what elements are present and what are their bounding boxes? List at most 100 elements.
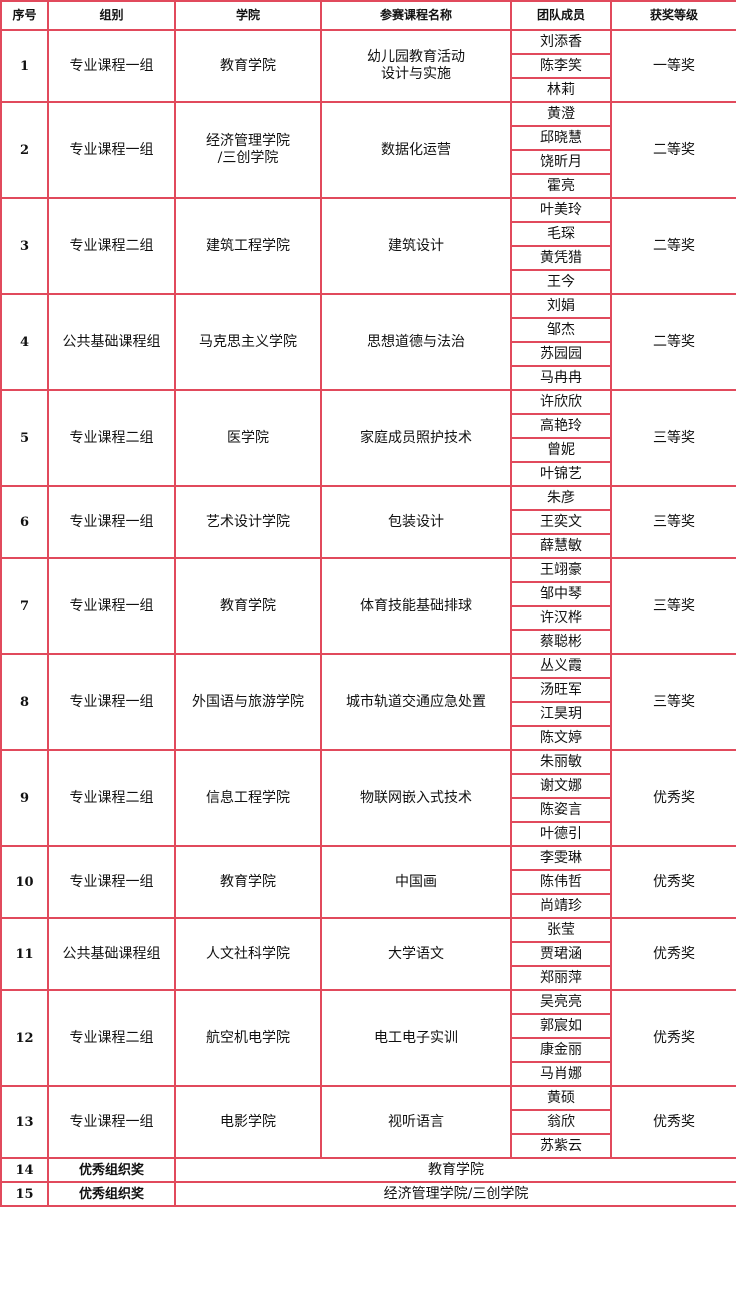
- cell-member: 翁欣: [510, 1109, 612, 1135]
- cell-course: 电工电子实训: [320, 989, 512, 1087]
- cell-no: 12: [0, 989, 49, 1087]
- cell-award: 三等奖: [610, 485, 736, 559]
- table-row: 王奕文: [1, 509, 736, 535]
- cell-no: 4: [0, 293, 49, 391]
- cell-member: 谢文娜: [510, 773, 612, 799]
- cell-member: 叶德引: [510, 821, 612, 847]
- org-award-row: 15 优秀组织奖 经济管理学院/三创学院: [0, 1181, 736, 1207]
- table-row: 8 专业课程一组 外国语与旅游学院 城市轨道交通应急处置 丛义霞 三等奖: [0, 653, 736, 751]
- cell-course: 思想道德与法治: [320, 293, 512, 391]
- cell-award: 二等奖: [610, 293, 736, 391]
- cell-group: 专业课程一组: [47, 101, 176, 199]
- cell-member: 马肖娜: [510, 1061, 612, 1087]
- cell-member: 王翊豪: [510, 557, 612, 583]
- table-row: 陈姿言: [1, 797, 736, 823]
- cell-award: 优秀奖: [610, 845, 736, 919]
- header-award: 获奖等级: [610, 0, 736, 31]
- cell-award: 优秀奖: [610, 749, 736, 847]
- cell-group: 公共基础课程组: [47, 917, 176, 991]
- table-row: 邱晓慧: [1, 125, 736, 151]
- table-row: 许汉桦: [1, 605, 736, 631]
- cell-member: 康金丽: [510, 1037, 612, 1063]
- cell-course: 城市轨道交通应急处置: [320, 653, 512, 751]
- cell-award: 优秀奖: [610, 989, 736, 1087]
- cell-award: 一等奖: [610, 29, 736, 103]
- cell-member: 毛琛: [510, 221, 612, 247]
- cell-award: 优秀奖: [610, 1085, 736, 1159]
- cell-award: 二等奖: [610, 197, 736, 295]
- table-row: 郭宸如: [1, 1013, 736, 1039]
- cell-member: 邹中琴: [510, 581, 612, 607]
- cell-no: 10: [0, 845, 49, 919]
- cell-member: 饶昕月: [510, 149, 612, 175]
- table-row: 4 公共基础课程组 马克思主义学院 思想道德与法治 刘娟 二等奖: [0, 293, 736, 391]
- cell-member: 许汉桦: [510, 605, 612, 631]
- cell-group: 专业课程二组: [47, 989, 176, 1087]
- table-row: 贾珺涵: [1, 941, 736, 967]
- cell-member: 黄硕: [510, 1085, 612, 1111]
- cell-member: 林莉: [510, 77, 612, 103]
- cell-member: 黄澄: [510, 101, 612, 127]
- table-row: 王今: [1, 269, 736, 295]
- award-table: 序号 组别 学院 参赛课程名称 团队成员 获奖等级 1 专业课程一组 教育学院 幼儿园…: [0, 0, 736, 1207]
- cell-group: 专业课程一组: [47, 29, 176, 103]
- table-row: 12 专业课程二组 航空机电学院 电工电子实训 吴亮亮 优秀奖: [0, 989, 736, 1087]
- cell-member: 丛义霞: [510, 653, 612, 679]
- table-row: 苏紫云: [1, 1133, 736, 1159]
- header-group: 组别: [47, 0, 176, 31]
- table-row: 霍亮: [1, 173, 736, 199]
- cell-member: 王奕文: [510, 509, 612, 535]
- cell-member: 马冉冉: [510, 365, 612, 391]
- cell-member: 陈姿言: [510, 797, 612, 823]
- cell-college: 信息工程学院: [174, 749, 322, 847]
- cell-member: 邱晓慧: [510, 125, 612, 151]
- cell-college: 航空机电学院: [174, 989, 322, 1087]
- cell-member: 汤旺军: [510, 677, 612, 703]
- table-row: 陈李笑: [1, 53, 736, 79]
- table-row: 苏园园: [1, 341, 736, 367]
- table-row: 毛琛: [1, 221, 736, 247]
- cell-member: 黄凭猎: [510, 245, 612, 271]
- table-row: 郑丽萍: [1, 965, 736, 991]
- table-row: 黄凭猎: [1, 245, 736, 271]
- cell-college: 教育学院: [174, 557, 322, 655]
- table-row: 叶锦艺: [1, 461, 736, 487]
- cell-award: 优秀组织奖: [47, 1181, 176, 1207]
- cell-college: 教育学院: [174, 29, 322, 103]
- cell-award: 优秀奖: [610, 917, 736, 991]
- cell-no: 13: [0, 1085, 49, 1159]
- cell-member: 张莹: [510, 917, 612, 943]
- cell-course: 大学语文: [320, 917, 512, 991]
- org-award-row: 14 优秀组织奖 教育学院: [0, 1157, 736, 1183]
- cell-member: 郭宸如: [510, 1013, 612, 1039]
- cell-course: 包装设计: [320, 485, 512, 559]
- table-row: 曾妮: [1, 437, 736, 463]
- cell-college: 艺术设计学院: [174, 485, 322, 559]
- table-row: 邹杰: [1, 317, 736, 343]
- table-row: 邹中琴: [1, 581, 736, 607]
- header-course: 参赛课程名称: [320, 0, 512, 31]
- cell-course: 数据化运营: [320, 101, 512, 199]
- cell-no: 2: [0, 101, 49, 199]
- table-row: 汤旺军: [1, 677, 736, 703]
- cell-award: 三等奖: [610, 389, 736, 487]
- cell-no: 7: [0, 557, 49, 655]
- cell-group: 专业课程一组: [47, 845, 176, 919]
- cell-college: 教育学院: [174, 1157, 736, 1183]
- table-row: 马冉冉: [1, 365, 736, 391]
- cell-member: 朱彦: [510, 485, 612, 511]
- table-row: 蔡聪彬: [1, 629, 736, 655]
- cell-group: 专业课程一组: [47, 485, 176, 559]
- table-row: 叶德引: [1, 821, 736, 847]
- table-row: 1 专业课程一组 教育学院 幼儿园教育活动 设计与实施 刘添香 一等奖: [0, 29, 736, 103]
- cell-no: 6: [0, 485, 49, 559]
- cell-no: 5: [0, 389, 49, 487]
- cell-college: 外国语与旅游学院: [174, 653, 322, 751]
- cell-member: 陈文婷: [510, 725, 612, 751]
- table-row: 9 专业课程二组 信息工程学院 物联网嵌入式技术 朱丽敏 优秀奖: [0, 749, 736, 847]
- cell-college: 经济管理学院 /三创学院: [174, 101, 322, 199]
- cell-member: 邹杰: [510, 317, 612, 343]
- header-row: 序号 组别 学院 参赛课程名称 团队成员 获奖等级: [0, 0, 736, 31]
- table-row: 7 专业课程一组 教育学院 体育技能基础排球 王翊豪 三等奖: [0, 557, 736, 655]
- table-row: 2 专业课程一组 经济管理学院 /三创学院 数据化运营 黄澄 二等奖: [0, 101, 736, 199]
